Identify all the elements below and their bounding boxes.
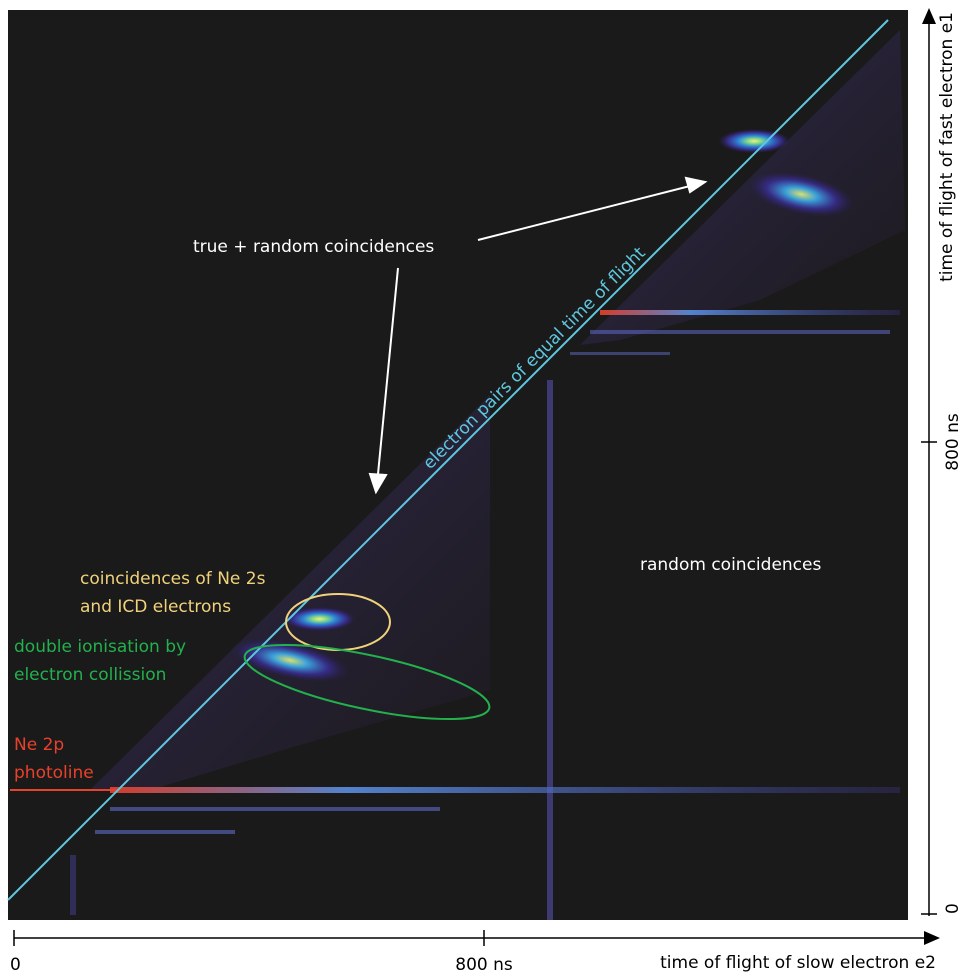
upper-triangle-population (580, 30, 905, 345)
ne2s-label-line2: and ICD electrons (80, 597, 231, 617)
hotspot (231, 638, 349, 682)
random-annotation: random coincidences (640, 555, 821, 575)
double-ion-label-line2: electron collission (14, 665, 166, 685)
y-tick-label: 800 ns (943, 413, 962, 471)
double-ion-label-line1: double ionisation by (14, 637, 186, 657)
small-vertical-stripe (70, 855, 76, 915)
secondary-stripe-2 (95, 830, 235, 834)
ne2p-photoline-stripe (110, 787, 900, 793)
secondary-stripe-1 (110, 807, 440, 811)
hotspot (718, 129, 791, 154)
hotspot (283, 607, 356, 631)
arrow-to-lower-head (368, 472, 388, 495)
x-axis-arrowhead (924, 931, 940, 945)
lower-triangle-population (90, 395, 490, 790)
double-ionisation-ellipse (243, 643, 491, 721)
hotspots (231, 129, 855, 682)
arrow-to-upper (477, 185, 691, 241)
upper-secondary-stripe (590, 330, 890, 334)
y-axis: 0 800 ns time of flight of fast electron … (921, 8, 962, 916)
hotspot (748, 171, 855, 217)
ne2p-label-line1: Ne 2p (14, 735, 64, 755)
y-axis-arrowhead (922, 8, 936, 24)
upper-photoline-stripe (600, 310, 900, 315)
y-axis-label: time of flight of fast electron e1 (937, 12, 957, 282)
ne2s-label-line1: coincidences of Ne 2s (80, 569, 266, 589)
y-tick-label: 0 (943, 903, 962, 914)
ne2p-label-line2: photoline (14, 763, 94, 783)
x-tick-label: 800 ns (455, 955, 513, 975)
arrow-to-upper-head (684, 176, 708, 194)
arrow-to-lower (377, 267, 399, 475)
vertical-random-stripe (547, 380, 553, 920)
upper-secondary-stripe-2 (570, 352, 670, 355)
x-tick-label: 0 (10, 955, 21, 975)
equal-tof-diagonal (7, 19, 889, 901)
annotation-arrows (368, 176, 708, 495)
x-axis: 0 800 ns time of flight of slow electron … (10, 930, 940, 975)
true-random-annotation: true + random coincidences (193, 237, 434, 257)
x-axis-label: time of flight of slow electron e2 (660, 953, 936, 973)
intensity-texture (70, 30, 905, 920)
